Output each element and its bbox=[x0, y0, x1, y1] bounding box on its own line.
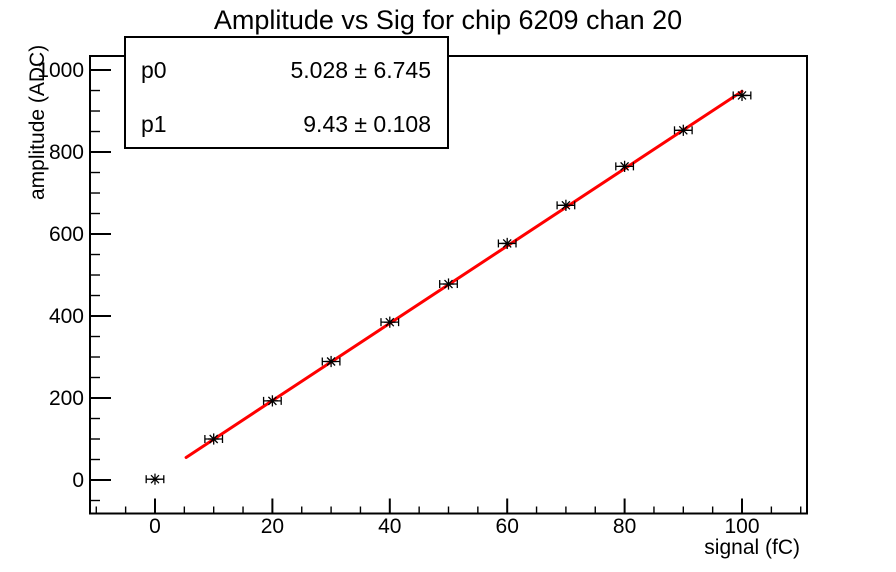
x-tick-label: 0 bbox=[149, 515, 161, 538]
x-tick-label: 20 bbox=[261, 515, 284, 538]
stats-p0-label: p0 bbox=[141, 57, 167, 83]
y-tick-label: 0 bbox=[72, 469, 84, 492]
stats-box-frame bbox=[124, 36, 449, 149]
y-axis-title: amplitude (ADC) bbox=[26, 45, 49, 200]
data-point bbox=[380, 316, 400, 328]
asterisk-marker bbox=[326, 357, 336, 366]
y-tick-label: 200 bbox=[49, 387, 84, 410]
y-tick-label: 600 bbox=[49, 223, 84, 246]
x-tick-label: 40 bbox=[378, 515, 401, 538]
stats-p0-value: 5.028 ± 6.745 bbox=[290, 57, 431, 83]
stats-p1-label: p1 bbox=[141, 111, 167, 137]
y-tick-label: 400 bbox=[49, 305, 84, 328]
x-tick-label: 100 bbox=[724, 515, 759, 538]
x-tick-label: 80 bbox=[613, 515, 636, 538]
data-point bbox=[262, 395, 282, 407]
asterisk-marker bbox=[678, 125, 688, 135]
stats-p1-value: 9.43 ± 0.108 bbox=[303, 111, 431, 137]
data-point bbox=[615, 160, 635, 172]
data-point bbox=[673, 124, 693, 136]
asterisk-marker bbox=[267, 396, 277, 406]
data-points bbox=[145, 89, 752, 485]
data-point bbox=[556, 199, 576, 211]
data-point bbox=[497, 237, 517, 250]
data-point bbox=[732, 89, 752, 102]
asterisk-marker bbox=[502, 238, 512, 248]
asterisk-marker bbox=[209, 434, 219, 444]
data-point bbox=[321, 355, 341, 368]
asterisk-marker bbox=[737, 90, 747, 100]
fit-line-group bbox=[184, 89, 744, 459]
x-axis-title: signal (fC) bbox=[704, 536, 800, 559]
asterisk-marker bbox=[620, 161, 630, 171]
asterisk-marker bbox=[444, 279, 453, 289]
data-point bbox=[204, 433, 224, 445]
data-point bbox=[145, 473, 165, 485]
asterisk-marker bbox=[385, 317, 395, 327]
x-axis: 0 20 40 60 80 100 bbox=[95, 498, 802, 538]
stats-box: p0 5.028 ± 6.745 p1 9.43 ± 0.108 bbox=[124, 36, 449, 149]
y-axis: 0 200 400 600 800 1000 bbox=[37, 59, 111, 502]
fit-line bbox=[184, 89, 744, 459]
y-tick-label: 800 bbox=[49, 141, 84, 164]
asterisk-marker bbox=[150, 474, 160, 484]
data-point bbox=[439, 278, 458, 290]
x-tick-label: 60 bbox=[496, 515, 519, 538]
y-tick-label: 1000 bbox=[37, 59, 84, 82]
asterisk-marker bbox=[561, 200, 571, 210]
chart-title: Amplitude vs Sig for chip 6209 chan 20 bbox=[214, 5, 682, 35]
